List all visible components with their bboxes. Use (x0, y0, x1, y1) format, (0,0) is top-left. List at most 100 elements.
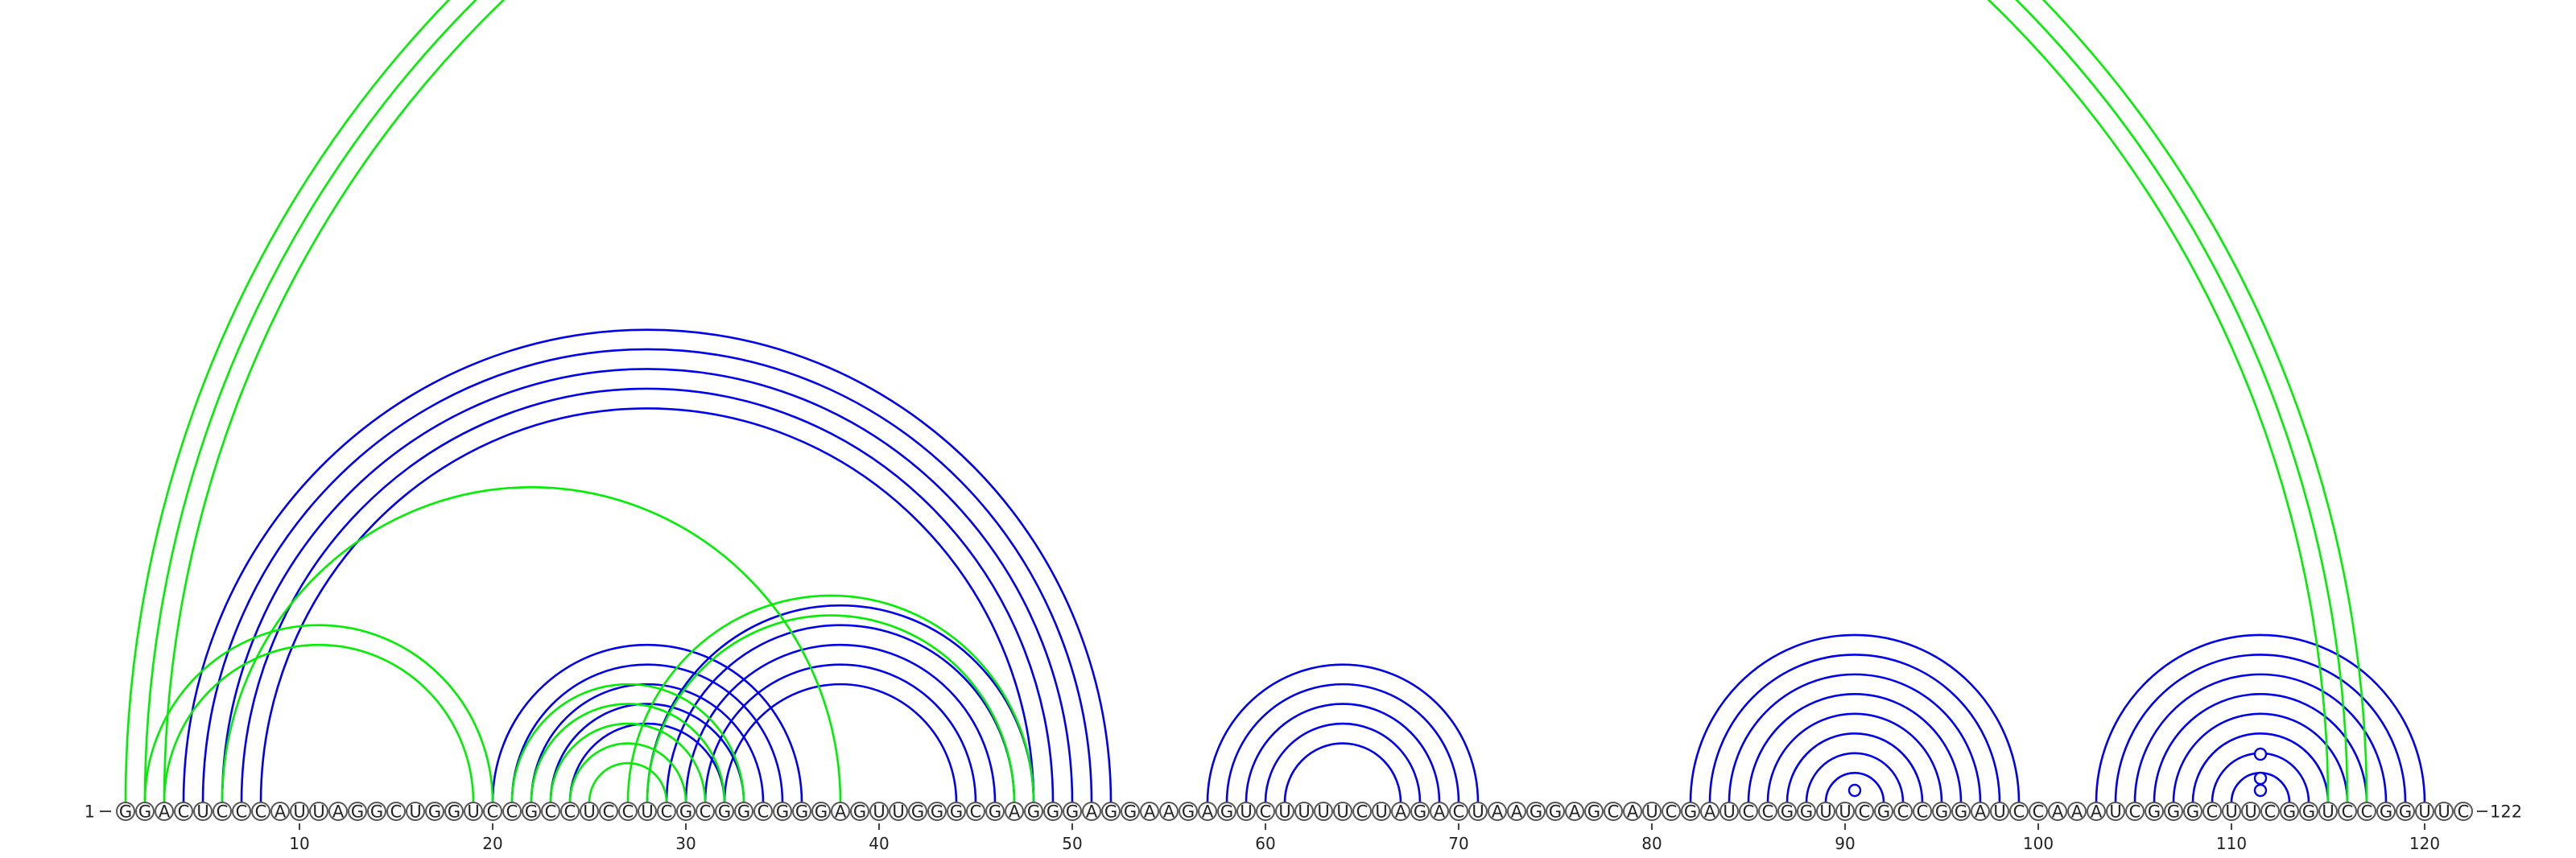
nucleotide-letter: A (1511, 802, 1523, 822)
nucleotide-letter: U (2244, 802, 2256, 822)
nucleotide-circle (947, 802, 966, 821)
nucleotide-circle (811, 802, 831, 821)
nucleotide-circle (1140, 802, 1159, 821)
nucleotide-circle (1082, 802, 1101, 821)
nucleotide-circle (715, 802, 734, 821)
nucleotide-circle (2280, 802, 2299, 821)
nucleotide-circle (2299, 802, 2318, 821)
tick-label: 30 (675, 834, 696, 853)
nucleotide-letter: U (1240, 802, 1252, 822)
nucleotide-circle (2164, 802, 2183, 821)
nucleotide: G (811, 802, 831, 822)
nucleotide-letter: A (332, 802, 345, 822)
green-arc (568, 742, 687, 803)
blue-arc (2133, 673, 2388, 803)
nucleotide-circle (2338, 802, 2357, 821)
nucleotide-letter: U (641, 802, 653, 822)
nucleotide: G (1410, 802, 1430, 822)
nucleotide-letter: C (1897, 802, 1909, 822)
blue-arc (1728, 673, 1982, 803)
loop-marker (1847, 783, 1862, 798)
nucleotide: U (1294, 802, 1314, 822)
nucleotide-letter: C (178, 802, 190, 822)
green-arc (163, 643, 475, 803)
nucleotide: U (2222, 802, 2241, 822)
nucleotide-letter: G (138, 802, 151, 822)
nucleotide-circle (2454, 802, 2473, 821)
nucleotide-circle (773, 802, 792, 821)
nucleotide-letter: G (911, 802, 924, 822)
nucleotide: U (1236, 802, 1256, 822)
nucleotide-letter: G (1220, 802, 1233, 822)
nucleotide-circle (1719, 802, 1739, 821)
nucleotide: G (676, 802, 696, 822)
nucleotide-letter: G (1414, 802, 1426, 822)
nucleotide: G (444, 802, 464, 822)
nucleotide: G (792, 802, 811, 822)
nucleotide-circle (1198, 802, 1217, 821)
nucleotide-circle (2318, 802, 2338, 821)
blue-arc (568, 722, 726, 803)
nucleotide-circle (1835, 802, 1855, 821)
nucleotide-letter: C (506, 802, 518, 822)
blue-arc (259, 407, 1035, 803)
nucleotide-letter: U (873, 802, 885, 822)
blue-arc (684, 643, 997, 803)
nucleotide-letter: C (2013, 802, 2025, 822)
nucleotide-letter: A (159, 802, 171, 822)
loop-marker (2253, 747, 2268, 761)
nucleotide-circle (290, 802, 309, 821)
nucleotide-circle (560, 802, 580, 821)
nucleotide: G (773, 802, 792, 822)
nucleotide-letter: G (2283, 802, 2296, 822)
nucleotide-circle (1410, 802, 1430, 821)
nucleotide: C (1913, 802, 1932, 822)
nucleotide-circle (1488, 802, 1507, 821)
nucleotide-letter: A (1569, 802, 1581, 822)
nucleotide-circle (1913, 802, 1932, 821)
nucleotide-circle (966, 802, 985, 821)
nucleotide-circle (734, 802, 753, 821)
nucleotide-letter: U (409, 802, 421, 822)
nucleotide: A (831, 802, 850, 822)
nucleotide-circle (2067, 802, 2087, 821)
nucleotide: U (889, 802, 908, 822)
nucleotide-circle (1758, 802, 1777, 821)
nucleotide: C (1352, 802, 1372, 822)
nucleotide-letter: U (467, 802, 479, 822)
nucleotide: A (155, 802, 174, 822)
nucleotide-circle (464, 802, 483, 821)
tick-label: 70 (1448, 834, 1468, 853)
nucleotide-letter: C (603, 802, 615, 822)
nucleotide-circle (2029, 802, 2048, 821)
nucleotide-circle (1121, 802, 1140, 821)
nucleotide-letter: U (1375, 802, 1387, 822)
nucleotide-letter: A (2071, 802, 2083, 822)
nucleotide: C (560, 802, 580, 822)
nucleotide-letter: C (545, 802, 557, 822)
blue-arc (1824, 772, 1885, 803)
nucleotide: G (1063, 802, 1082, 822)
nucleotide-circle (270, 802, 290, 821)
nucleotide-letter: A (1395, 802, 1407, 822)
nucleotide: U (193, 802, 213, 822)
nucleotide-letter: G (2302, 802, 2315, 822)
nucleotide: U (1372, 802, 1391, 822)
nucleotide: A (1082, 802, 1101, 822)
nucleotide-circle (985, 802, 1005, 821)
green-arc (124, 0, 2368, 803)
nucleotide: A (1507, 802, 1526, 822)
nucleotide: U (1990, 802, 2009, 822)
nucleotide-letter: G (525, 802, 538, 822)
nucleotide-letter: C (2033, 802, 2045, 822)
nucleotide-letter: G (1027, 802, 1040, 822)
blue-arc (491, 643, 803, 803)
tick-label: 90 (1835, 834, 1855, 853)
tick-label: 100 (2023, 834, 2054, 853)
nucleotide-letter: G (2148, 802, 2161, 822)
end-label: 122 (2490, 802, 2522, 822)
nucleotide-letter: U (1336, 802, 1348, 822)
nucleotide: U (1468, 802, 1488, 822)
nucleotide-letter: C (236, 802, 248, 822)
